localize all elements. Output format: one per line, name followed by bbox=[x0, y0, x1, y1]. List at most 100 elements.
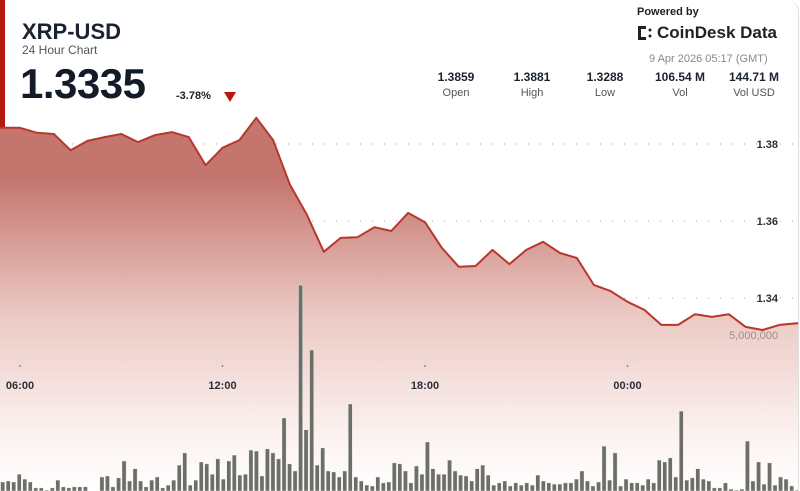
volume-bar bbox=[728, 488, 734, 491]
volume-bar bbox=[535, 474, 541, 491]
volume-bar bbox=[673, 476, 679, 491]
volume-bar bbox=[370, 485, 375, 491]
volume-bar bbox=[243, 474, 248, 491]
volume-bar bbox=[425, 441, 430, 491]
volume-bar bbox=[72, 486, 77, 491]
volume-bar bbox=[303, 429, 309, 491]
volume-bar bbox=[342, 470, 348, 491]
chart-subtitle: 24 Hour Chart bbox=[22, 43, 98, 57]
volume-bar bbox=[541, 480, 546, 491]
volume-bar bbox=[513, 482, 519, 491]
volume-bar bbox=[77, 486, 83, 491]
stat-label: Vol bbox=[672, 87, 688, 99]
volume-bar bbox=[695, 468, 701, 491]
stat-value: 106.54 M bbox=[654, 70, 706, 84]
volume-bar bbox=[309, 349, 314, 491]
x-tick-mark bbox=[424, 365, 426, 367]
volume-bar bbox=[187, 484, 193, 491]
volume-bar bbox=[11, 481, 16, 491]
volume-bar bbox=[657, 459, 662, 491]
volume-bar bbox=[276, 458, 281, 491]
x-tick-mark bbox=[626, 365, 629, 367]
volume-bar bbox=[618, 485, 623, 491]
volume-bar bbox=[640, 484, 645, 491]
y-tick-label: 1.36 bbox=[757, 216, 778, 228]
volume-bar bbox=[612, 452, 618, 491]
volume-bar bbox=[226, 460, 232, 491]
volume-bar bbox=[17, 474, 22, 491]
volume-bar bbox=[419, 474, 425, 491]
volume-bar bbox=[701, 478, 706, 491]
volume-bar bbox=[750, 480, 756, 491]
stat-label: Open bbox=[442, 87, 470, 99]
volume-bar bbox=[585, 480, 590, 491]
volume-bar bbox=[772, 484, 778, 491]
volume-bar bbox=[204, 463, 209, 491]
volume-bar bbox=[414, 465, 419, 491]
volume-bar bbox=[320, 447, 325, 491]
volume-bar bbox=[508, 485, 513, 491]
volume-bar bbox=[408, 482, 414, 491]
volume-bar bbox=[679, 410, 684, 491]
x-tick-label: 12:00 bbox=[208, 380, 236, 392]
volume-bar bbox=[359, 480, 364, 491]
volume-bar bbox=[237, 474, 243, 491]
volume-bar bbox=[403, 470, 408, 491]
volume-bar bbox=[375, 476, 381, 491]
volume-bar bbox=[480, 464, 485, 491]
stat-label: High bbox=[520, 87, 544, 99]
coindesk-logo-icon bbox=[638, 26, 652, 40]
volume-bar bbox=[579, 470, 585, 491]
price-line bbox=[0, 116, 798, 331]
volume-bar bbox=[28, 481, 33, 491]
volume-bar bbox=[574, 478, 579, 491]
volume-bar bbox=[557, 483, 563, 491]
volume-bar bbox=[596, 481, 601, 491]
volume-bar bbox=[210, 474, 215, 491]
volume-bar bbox=[182, 452, 187, 491]
stat-value: 144.71 M bbox=[728, 70, 780, 84]
volume-bar bbox=[176, 464, 182, 491]
volume-bar bbox=[563, 482, 568, 491]
powered-by: Powered by bbox=[637, 6, 699, 18]
price-area bbox=[0, 117, 798, 491]
volume-bar bbox=[0, 481, 5, 491]
volume-bar bbox=[105, 475, 110, 491]
current-price: 1.3335 bbox=[20, 60, 146, 107]
volume-tick-label: 5,000,000 bbox=[729, 330, 778, 342]
volume-bar bbox=[463, 475, 469, 491]
volume-bar bbox=[110, 486, 116, 491]
timestamp: 9 Apr 2026 05:17 (GMT) bbox=[649, 53, 768, 65]
x-tick-mark bbox=[19, 365, 21, 367]
volume-bar bbox=[259, 475, 265, 491]
volume-bar bbox=[739, 488, 745, 491]
volume-bar bbox=[331, 471, 336, 491]
volume-bar bbox=[287, 463, 292, 491]
volume-bar bbox=[121, 460, 127, 491]
volume-bar bbox=[645, 478, 651, 491]
volume-bar bbox=[767, 462, 772, 491]
coindesk-logo[interactable]: CoinDesk Data bbox=[637, 23, 777, 43]
volume-bar bbox=[546, 482, 552, 491]
stat-vol: 106.54 M Vol bbox=[645, 70, 715, 99]
volume-bar bbox=[138, 480, 143, 491]
volume-bar bbox=[83, 486, 88, 491]
symbol-title: XRP-USD bbox=[22, 19, 122, 44]
volume-bar bbox=[127, 480, 132, 491]
stat-value: 1.3859 bbox=[437, 70, 475, 84]
volume-bar bbox=[783, 478, 789, 491]
volume-bar bbox=[116, 477, 121, 491]
volume-bar bbox=[61, 486, 66, 491]
volume-bar bbox=[524, 482, 530, 491]
volume-bar bbox=[789, 485, 794, 491]
volume-bar bbox=[353, 476, 359, 491]
volume-bar bbox=[590, 485, 596, 491]
volume-bar bbox=[193, 479, 198, 491]
volume-bar bbox=[778, 476, 783, 491]
volume-bar bbox=[254, 450, 259, 491]
volume-bar bbox=[55, 479, 61, 491]
volume-bar bbox=[348, 403, 353, 491]
volume-bar bbox=[469, 480, 474, 491]
volume-bars bbox=[0, 284, 798, 491]
